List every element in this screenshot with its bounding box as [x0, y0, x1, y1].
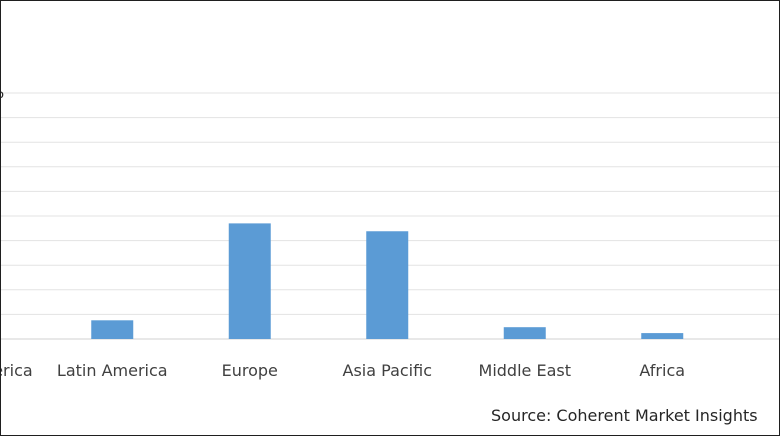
x-tick-label: Europe — [222, 361, 278, 380]
bar-middle-east — [503, 327, 546, 339]
source-note: Source: Coherent Market Insights — [491, 406, 758, 425]
bar-latin-america — [91, 320, 134, 339]
bar-africa — [641, 333, 684, 339]
x-tick-label: Asia Pacific — [343, 361, 432, 380]
data-labels: 45.70% — [1, 83, 4, 102]
x-tick-label: Latin America — [57, 361, 168, 380]
bar-asia-pacific — [366, 231, 409, 339]
x-tick-label: Middle East — [479, 361, 571, 380]
category-tick-labels: North America Latin America Europe Asia Pac… — [1, 361, 685, 380]
x-tick-label: North America — [1, 361, 33, 380]
bar-europe — [228, 223, 271, 339]
bars — [91, 223, 684, 339]
data-label: 45.70% — [1, 83, 4, 102]
x-tick-label: Africa — [639, 361, 685, 380]
